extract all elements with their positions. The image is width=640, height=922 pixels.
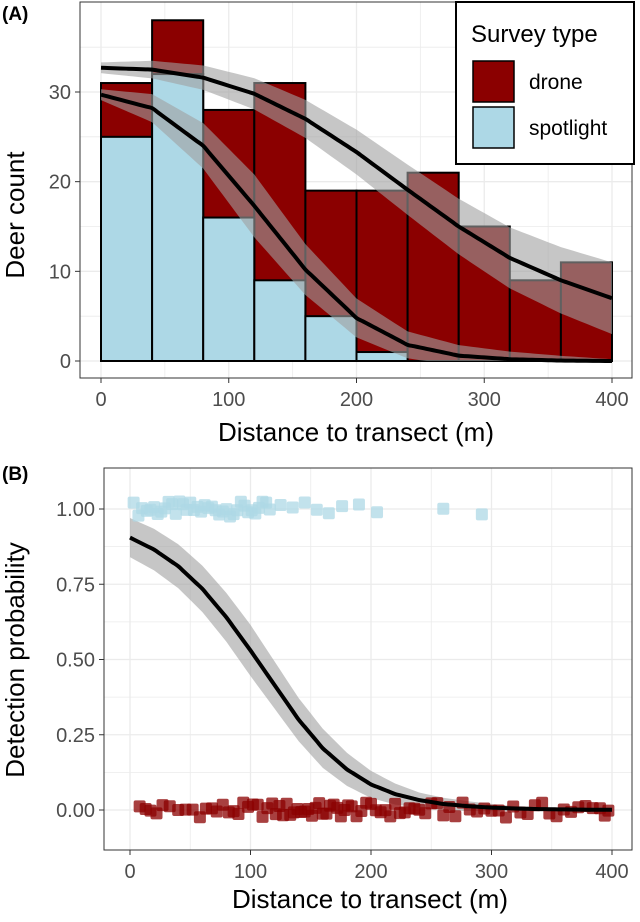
panel-b-y-axis-title: Detection probability: [0, 542, 30, 778]
fit-curve-spotlight: [100, 92, 613, 363]
fit-band-drone: [101, 60, 612, 335]
point-spotlight: [263, 503, 276, 516]
point-spotlight: [274, 498, 287, 511]
panel-a-x-axis-title: Distance to transect (m): [218, 417, 494, 447]
x-tick-label: 400: [595, 861, 628, 883]
legend-swatch-spotlight: [472, 106, 515, 149]
panel-a: 0 100 200 300 400 0 10 20 30 (A) Distance to tra…: [0, 1, 635, 447]
panel-a-confidence-bands: [101, 60, 612, 361]
panel-b: 0 100 200 300 400 0.00 0.25 0.50 0.75 1.00 (B) Di…: [0, 464, 633, 914]
legend-title: Survey type: [471, 21, 598, 48]
panel-b-confidence-band: [130, 518, 612, 812]
x-tick-label: 200: [354, 861, 387, 883]
legend-label-drone: drone: [529, 71, 583, 94]
panel-a-label: (A): [2, 4, 28, 25]
x-tick-label: 300: [475, 861, 508, 883]
point-spotlight: [298, 496, 311, 509]
x-tick-label: 0: [95, 389, 106, 411]
y-tick-label: 0.50: [56, 650, 95, 672]
point-drone: [419, 807, 432, 820]
point-drone: [251, 798, 264, 811]
panel-b-fit-curve: [129, 535, 612, 812]
point-drone: [449, 810, 462, 823]
point-spotlight: [322, 507, 335, 520]
panel-b-label: (B): [2, 464, 28, 485]
y-tick-label: 0: [60, 351, 71, 373]
fit-curve-drone: [100, 65, 613, 301]
x-tick-label: 100: [212, 389, 245, 411]
x-tick-label: 400: [595, 389, 628, 411]
panel-a-ticks: 0 100 200 300 400 0 10 20 30: [49, 82, 629, 411]
panel-a-fit-curves: [100, 65, 613, 363]
point-spotlight: [371, 506, 384, 519]
fit-curve: [129, 535, 612, 812]
point-spotlight: [437, 502, 450, 515]
legend-swatch-drone: [472, 60, 515, 103]
y-tick-label: 10: [49, 261, 71, 283]
point-spotlight: [352, 498, 365, 511]
point-spotlight: [336, 500, 349, 513]
x-tick-label: 0: [124, 861, 135, 883]
point-spotlight: [286, 501, 299, 514]
x-tick-label: 200: [340, 389, 373, 411]
point-drone: [389, 797, 402, 810]
bar-spotlight: [253, 279, 307, 362]
point-drone: [232, 807, 245, 820]
y-tick-label: 0.00: [56, 800, 95, 822]
point-drone: [313, 797, 326, 810]
legend-label-spotlight: spotlight: [529, 117, 607, 140]
y-tick-label: 0.25: [56, 725, 95, 747]
panel-a-legend: Survey type drone spotlight: [455, 1, 635, 165]
panel-b-x-axis-title: Distance to transect (m): [232, 884, 508, 914]
bar-spotlight: [202, 216, 256, 362]
panel-b-ticks: 0 100 200 300 400 0.00 0.25 0.50 0.75 1.00: [56, 499, 629, 883]
y-tick-label: 20: [49, 172, 71, 194]
point-spotlight: [169, 507, 182, 520]
point-drone: [384, 810, 397, 823]
bar-spotlight: [100, 135, 154, 362]
point-spotlight: [475, 508, 488, 521]
y-tick-label: 30: [49, 82, 71, 104]
point-drone: [345, 800, 358, 813]
point-drone: [499, 811, 512, 824]
point-drone: [536, 796, 549, 809]
y-tick-label: 1.00: [56, 499, 95, 521]
y-tick-label: 0.75: [56, 574, 95, 596]
point-spotlight: [310, 503, 323, 516]
fit-band-spotlight: [101, 89, 612, 361]
fit-band: [130, 518, 612, 812]
panel-a-y-axis-title: Deer count: [0, 151, 30, 279]
x-tick-label: 100: [234, 861, 267, 883]
panel-b-points: [127, 495, 615, 824]
x-tick-label: 300: [468, 389, 501, 411]
